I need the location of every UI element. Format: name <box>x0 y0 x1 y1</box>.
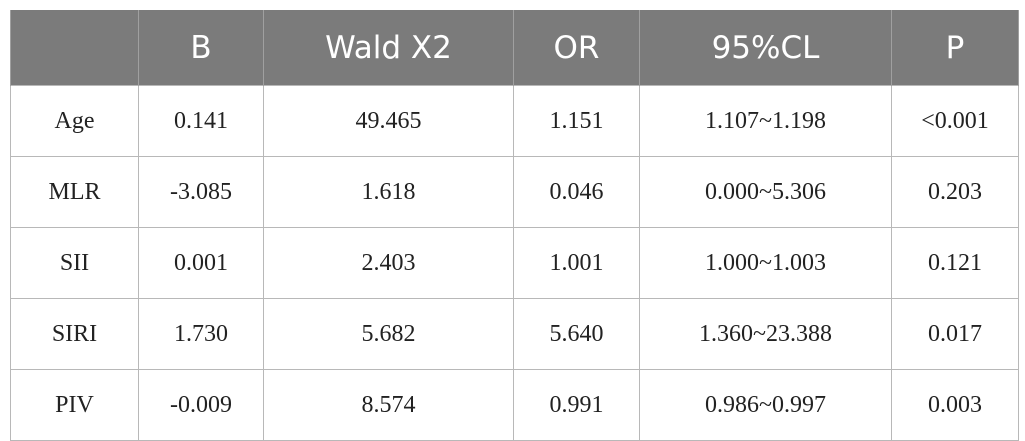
table-cell: 0.001 <box>138 227 264 299</box>
header-row: B Wald X2 OR 95%CL P <box>10 10 1019 86</box>
table-cell: 49.465 <box>263 85 514 157</box>
table-cell: SII <box>10 227 139 299</box>
results-table: B Wald X2 OR 95%CL P Age 0.141 49.465 1.151 1.10… <box>10 10 1019 441</box>
table-cell: 2.403 <box>263 227 514 299</box>
table-row: MLR -3.085 1.618 0.046 0.000~5.306 0.203 <box>10 156 1019 228</box>
table-cell: 0.003 <box>891 369 1019 441</box>
table-cell: 0.000~5.306 <box>639 156 892 228</box>
header-cell: B <box>138 10 264 86</box>
table-cell: 0.017 <box>891 298 1019 370</box>
table-row: PIV -0.009 8.574 0.991 0.986~0.997 0.003 <box>10 369 1019 441</box>
table-cell: -0.009 <box>138 369 264 441</box>
table-cell: 0.121 <box>891 227 1019 299</box>
table-cell: -3.085 <box>138 156 264 228</box>
table-row: SII 0.001 2.403 1.001 1.000~1.003 0.121 <box>10 227 1019 299</box>
header-cell: OR <box>513 10 640 86</box>
table-cell: 1.618 <box>263 156 514 228</box>
table-cell: Age <box>10 85 139 157</box>
table-cell: 1.001 <box>513 227 640 299</box>
header-cell: P <box>891 10 1019 86</box>
header-cell: Wald X2 <box>263 10 514 86</box>
table-cell: 0.986~0.997 <box>639 369 892 441</box>
table-cell: SIRI <box>10 298 139 370</box>
table-row: SIRI 1.730 5.682 5.640 1.360~23.388 0.017 <box>10 298 1019 370</box>
table-cell: 0.141 <box>138 85 264 157</box>
table-cell: 0.046 <box>513 156 640 228</box>
table-cell: 8.574 <box>263 369 514 441</box>
table-cell: 1.730 <box>138 298 264 370</box>
header-cell <box>10 10 139 86</box>
table-cell: <0.001 <box>891 85 1019 157</box>
table-cell: PIV <box>10 369 139 441</box>
table-row: Age 0.141 49.465 1.151 1.107~1.198 <0.001 <box>10 85 1019 157</box>
table-cell: 1.000~1.003 <box>639 227 892 299</box>
table-cell: 0.991 <box>513 369 640 441</box>
table-cell: 1.107~1.198 <box>639 85 892 157</box>
table-body: Age 0.141 49.465 1.151 1.107~1.198 <0.001 MLR -… <box>10 85 1019 441</box>
table-cell: MLR <box>10 156 139 228</box>
header-cell: 95%CL <box>639 10 892 86</box>
table-cell: 5.640 <box>513 298 640 370</box>
table-cell: 1.360~23.388 <box>639 298 892 370</box>
table-cell: 0.203 <box>891 156 1019 228</box>
table-cell: 1.151 <box>513 85 640 157</box>
table-cell: 5.682 <box>263 298 514 370</box>
